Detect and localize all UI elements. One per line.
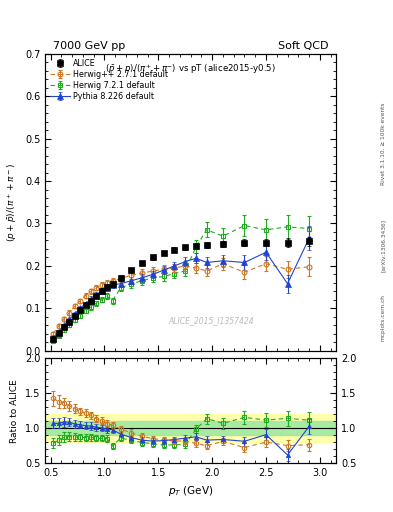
Text: [arXiv:1306.3436]: [arXiv:1306.3436]: [381, 219, 386, 272]
Y-axis label: Ratio to ALICE: Ratio to ALICE: [10, 379, 19, 443]
X-axis label: $p_{T}$ (GeV): $p_{T}$ (GeV): [168, 484, 213, 498]
Bar: [45, 421, 336, 435]
Bar: [45, 414, 336, 442]
Y-axis label: $(p + \bar{p})/(\pi^+ + \pi^-)$: $(p + \bar{p})/(\pi^+ + \pi^-)$: [6, 162, 19, 242]
Text: Rivet 3.1.10, ≥ 100k events: Rivet 3.1.10, ≥ 100k events: [381, 102, 386, 185]
Text: 7000 GeV pp: 7000 GeV pp: [53, 41, 125, 51]
Text: ALICE_2015_I1357424: ALICE_2015_I1357424: [168, 316, 254, 326]
Text: mcplots.cern.ch: mcplots.cern.ch: [381, 294, 386, 341]
Text: Soft QCD: Soft QCD: [278, 41, 328, 51]
Text: $(\bar{p}+p)/(\pi^{+}+\pi^{-})$ vs pT (alice2015-y0.5): $(\bar{p}+p)/(\pi^{+}+\pi^{-})$ vs pT (a…: [105, 62, 276, 76]
Legend: ALICE, Herwig++ 2.7.1 default, Herwig 7.2.1 default, Pythia 8.226 default: ALICE, Herwig++ 2.7.1 default, Herwig 7.…: [48, 57, 170, 102]
